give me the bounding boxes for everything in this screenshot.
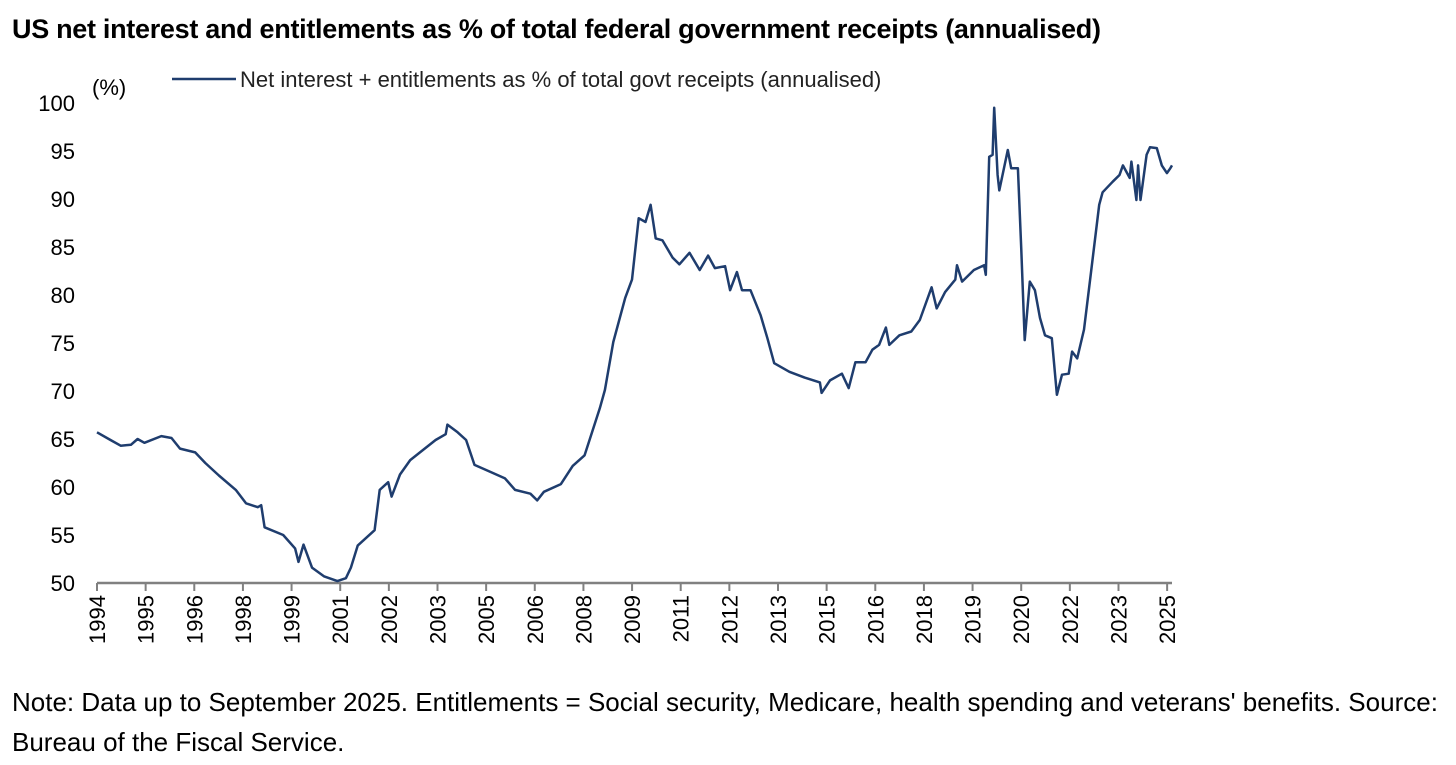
chart-note: Note: Data up to September 2025. Entitle… [12, 687, 1438, 757]
x-tick-label: 1996 [182, 595, 207, 644]
x-tick-label: 2020 [1009, 595, 1034, 644]
x-tick-label: 2015 [815, 595, 840, 644]
series-line-net-interest-entitlements [96, 106, 1174, 583]
x-tick-label: 2016 [863, 595, 888, 644]
x-tick-label: 2018 [912, 595, 937, 644]
x-tick-label: 2001 [328, 595, 353, 644]
y-axis: 50 55 60 65 70 75 80 85 90 95 100 [38, 91, 75, 596]
y-tick-label: 60 [51, 475, 75, 500]
y-tick-label: 90 [51, 187, 75, 212]
y-tick-label: 95 [51, 139, 75, 164]
x-tick-label: 1998 [231, 595, 256, 644]
x-tick-label: 2006 [523, 595, 548, 644]
y-tick-label: 85 [51, 235, 75, 260]
y-axis-unit-label: (%) [92, 75, 126, 100]
x-tick-label: 2022 [1058, 595, 1083, 644]
y-tick-label: 55 [51, 523, 75, 548]
x-tick-label: 1999 [280, 595, 305, 644]
y-tick-label: 70 [51, 379, 75, 404]
x-tick-label: 2011 [669, 595, 694, 642]
x-tick-label: 1995 [134, 595, 159, 644]
x-tick-label: 2009 [620, 595, 645, 644]
y-tick-label: 65 [51, 427, 75, 452]
x-tick-label: 2019 [961, 595, 986, 644]
y-tick-label: 100 [38, 91, 75, 116]
x-tick-label: 2013 [766, 595, 791, 644]
y-tick-label: 50 [51, 571, 75, 596]
x-tick-label: 1994 [85, 595, 110, 644]
x-tick-label: 2023 [1106, 595, 1131, 644]
y-tick-label: 80 [51, 283, 75, 308]
x-tick-label: 2008 [571, 595, 596, 644]
chart-title: US net interest and entitlements as % of… [12, 14, 1101, 44]
legend-label: Net interest + entitlements as % of tota… [240, 67, 881, 92]
x-tick-label: 2025 [1155, 595, 1180, 644]
x-tick-label: 2005 [474, 595, 499, 644]
x-tick-label: 2012 [717, 595, 742, 644]
legend: Net interest + entitlements as % of tota… [172, 67, 881, 92]
x-tick-label: 2002 [377, 595, 402, 644]
x-axis: 1994 1995 1996 1998 1999 2001 2002 2003 2005 2006… [85, 581, 1180, 644]
y-tick-label: 75 [51, 331, 75, 356]
x-tick-label: 2003 [425, 595, 450, 644]
